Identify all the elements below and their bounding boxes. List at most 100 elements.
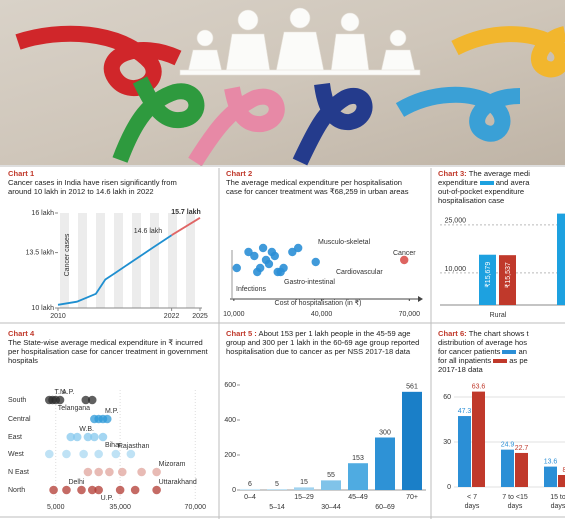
point-label: Telangana [58,405,90,412]
chart-4-caption: Chart 4 The State-wise average medical ex… [8,329,208,365]
dot [62,449,71,459]
dot [44,449,54,459]
point-label: Musculo-skeletal [318,239,371,246]
dot [117,467,127,477]
x-tick-label: 0–4 [244,494,256,501]
line-series [171,217,201,236]
header-photo [0,0,565,167]
chart-2-caption: Chart 2 The average medical expenditure p… [226,169,412,196]
bar [558,475,565,487]
dividers [0,165,565,519]
chart-title: Chart 1 [8,169,35,178]
point-label: U.P. [101,495,114,502]
background-stripe [132,213,141,308]
dot [400,255,409,265]
bar [515,452,528,487]
y-tick-label: 0 [447,484,451,491]
background-stripe [150,213,159,308]
background-stripe [96,213,105,308]
chart-subtitle: The average medical expenditure per hosp… [226,178,409,196]
chart-subtitle: for cancer patients [438,347,501,356]
dot [87,395,97,405]
category-label: Central [8,416,31,423]
x-tick-label: 45–49 [348,494,368,501]
value-label: 561 [406,384,418,391]
chart-subtitle: The chart shows t [468,329,529,338]
value-label: 15 [300,479,308,486]
dot [87,485,97,495]
point-label: Rajasthan [118,443,150,450]
dot [105,467,114,477]
dot [115,485,125,495]
dot [244,247,253,257]
dot [232,263,241,273]
bar [294,487,314,490]
y-tick-label: 10,000 [445,266,467,273]
chart-title: Chart 2 [226,169,253,178]
point-label: M.P. [105,408,119,415]
bar [499,255,516,305]
dot [94,449,103,459]
dot [81,395,91,405]
chart-title: Chart 5 : [226,329,257,338]
chart-subtitle: 2017-18 data [438,365,483,374]
point-label: Gastro-intestinal [284,279,335,286]
value-label: 47.3 [458,408,472,415]
background-stripe [114,213,123,308]
dot [111,449,121,459]
dot [130,485,140,495]
background-stripe [186,213,195,308]
chart-subtitle: The State-wise average medical expenditu… [8,338,208,365]
chart-title: Chart 3: [438,169,467,178]
point-label: A.P. [62,389,74,396]
value-label: 13.6 [544,458,558,465]
x-tick-label: 2025 [192,313,208,320]
chart-1-caption: Chart 1 Cancer cases in India have risen … [8,169,186,196]
bar [375,437,395,490]
point-label: Cancer [393,250,416,257]
dot [270,251,279,261]
bar [402,391,422,490]
y-tick-label: 13.5 lakh [26,249,55,256]
bar [321,480,341,490]
value-label: 8 [563,467,565,474]
value-label: 55 [327,472,335,479]
x-tick-label: 5,000 [47,504,65,511]
dot [98,432,108,442]
point-label: Mizoram [159,461,186,468]
bar [557,213,565,305]
point-label: Bihar [105,442,122,449]
y-axis-label: Cancer cases [64,233,71,276]
axis-arrow [418,296,423,302]
chart-title: Chart 6: [438,329,467,338]
value-label: 5 [275,481,279,488]
point-label: Cardiovascular [336,269,383,276]
value-label: 300 [379,429,391,436]
category-label: North [8,487,25,494]
dot [152,485,161,495]
category-label: South [8,397,26,404]
chart-subtitle: expenditure [438,178,478,187]
x-tick-label: days [551,503,565,510]
chart-subtitle: The average medi [468,169,530,178]
dot [126,449,136,459]
x-tick-label: days [465,503,480,510]
y-tick-label: 600 [224,382,236,389]
dot [49,485,58,495]
y-tick-label: 30 [443,439,451,446]
value-label: ₹15,537 [504,262,512,288]
value-label: 22.7 [515,445,529,452]
x-tick-label: 10,000 [223,311,245,318]
chart-subtitle: distribution of average hos [438,338,528,347]
chart-5-caption: Chart 5 : About 153 per 1 lakh people in… [226,329,422,356]
bar [240,488,260,490]
x-tick-label: days [508,503,523,510]
x-axis-label: Cost of hospitalisation (in ₹) [275,299,362,307]
dot [72,432,82,442]
dot [250,251,259,261]
chart-subtitle: and avera [495,178,530,187]
x-tick-label: < 7 [467,494,477,501]
x-tick-label: 35,000 [109,504,131,511]
